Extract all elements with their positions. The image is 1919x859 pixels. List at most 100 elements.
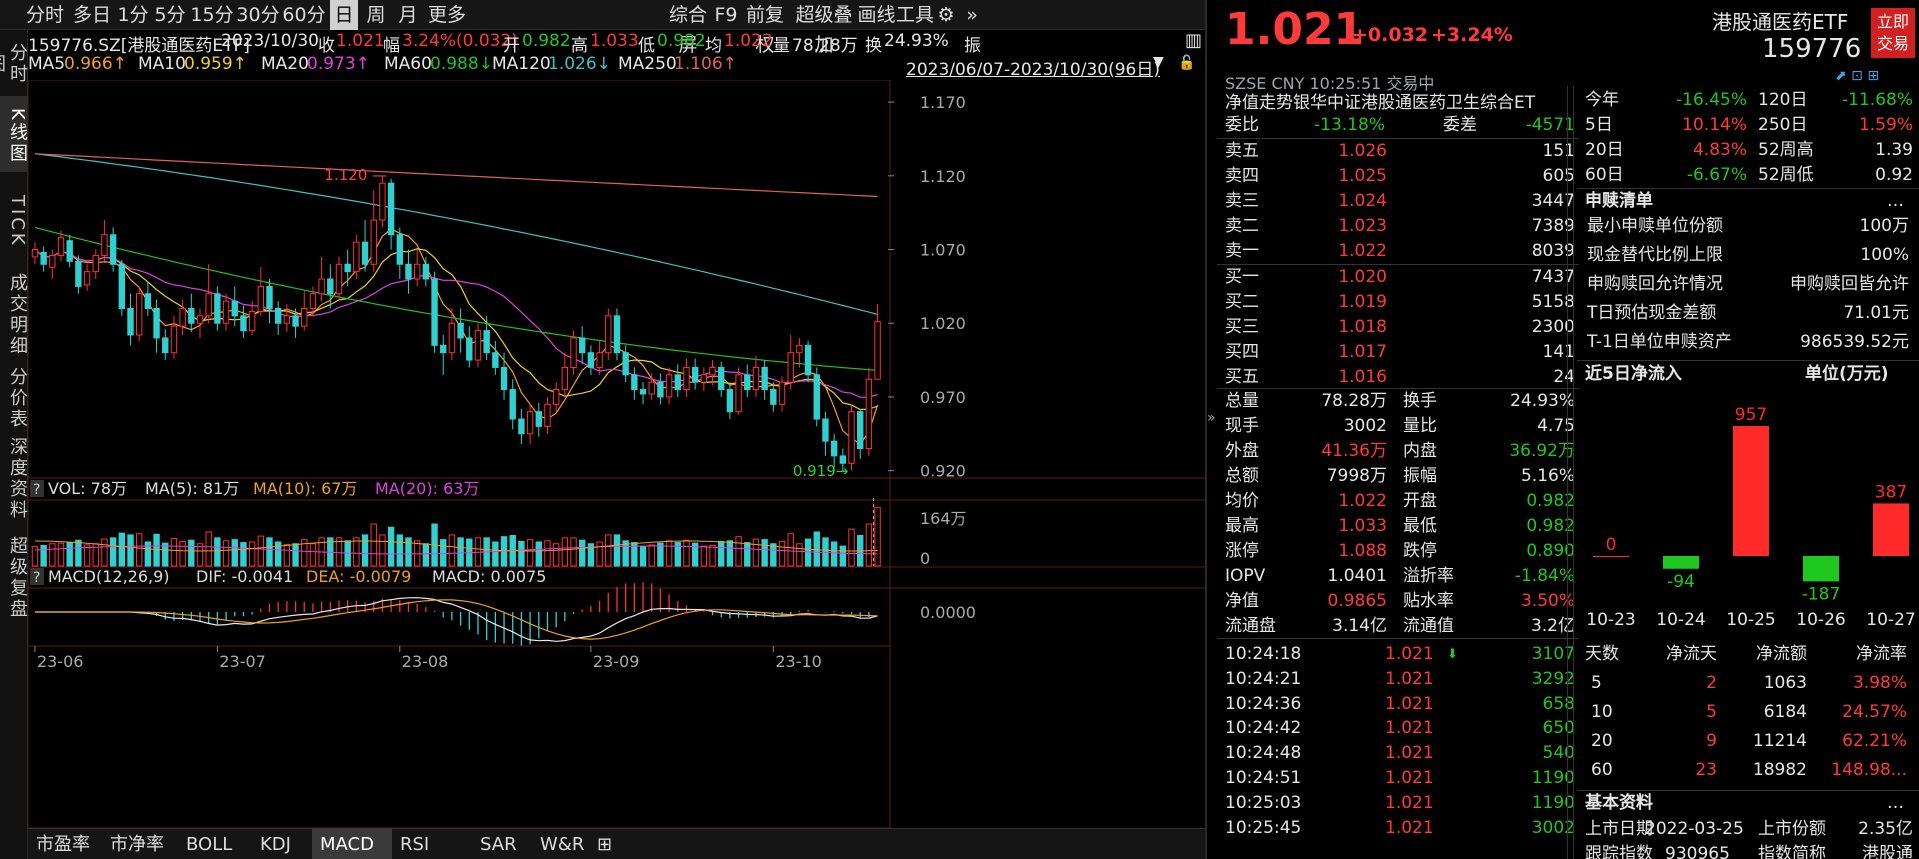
left-nav-item[interactable]: K线图 [0,96,28,172]
layout-icon[interactable]: ▥ [1185,30,1203,51]
stat-row: 外盘 41.36万 内盘 36.92万 [1225,441,1575,461]
indicator-tab[interactable]: SAR [480,834,517,855]
volume-bar [865,523,873,567]
candle-body [75,260,82,287]
toolbar-menu-item[interactable]: 综合屏 [668,4,707,56]
indicator-tab[interactable]: MACD [312,829,392,859]
flow-value-label: 387 [1875,482,1907,502]
period-tab[interactable]: 更多 [427,4,466,26]
vol-value: 78.28万 [792,36,858,56]
price-change: +0.032 [1352,24,1429,46]
trade-now-button[interactable]: 立即交易 [1871,8,1915,58]
candle-body [301,307,308,327]
volume-bar [283,543,291,567]
ask-level-row: 卖二 1.023 7389 [1225,216,1575,236]
svg-text:MA(20): 63万: MA(20): 63万 [375,479,479,498]
left-nav-item[interactable]: 超级复盘 [7,536,28,620]
candle-body [735,374,742,413]
help-icon[interactable] [30,480,44,497]
indicator-tab[interactable]: 市净率 [110,834,164,855]
candle-body [353,241,360,273]
lock-icon[interactable]: 🔓 [1178,55,1196,71]
volume-bar [248,541,256,567]
more-icon[interactable]: … [1887,793,1904,813]
volume-bar [457,537,464,567]
performance-row: 20日 4.83% 52周高 1.39 [1585,140,1913,160]
period-tab[interactable]: 多日 [72,4,111,26]
period-tab[interactable]: 60分 [282,4,326,26]
period-tab[interactable]: 15分 [190,4,234,26]
period-tab[interactable]: 月 [398,4,418,26]
more-icon[interactable]: … [1887,191,1904,211]
candle-body [474,330,482,361]
tick-row: 10:24:51 1.021 1190 [1225,768,1575,788]
dea-line [34,599,878,640]
candle-body [266,285,273,309]
candle-body [587,352,595,368]
volume-bar [492,541,499,567]
collapse-chevron-icon[interactable]: » [1207,410,1216,426]
candle-body [691,366,699,383]
bid-level-row: 买四 1.017 141 [1225,342,1575,362]
candle-body [240,315,247,332]
volume-bar [257,535,265,567]
volume-bar [135,533,143,567]
date-range-selector[interactable]: 2023/06/07-2023/10/30(96日) [906,60,1160,80]
flow-table-row: 5 2 1063 3.98% [1591,673,1907,693]
dropdown-caret-icon[interactable]: ▼ [1153,54,1164,70]
candle-body [118,263,126,309]
period-tab[interactable]: 5分 [154,4,186,26]
volume-bar [153,533,160,567]
left-nav-item[interactable]: TICK [7,194,28,248]
security-name: 港股通医药ETF [1712,10,1849,34]
candle-body [257,285,265,312]
ma-line [34,153,878,198]
volume-bar [231,539,238,567]
expand-chevron-icon[interactable]: » [966,4,978,26]
indicator-tab[interactable]: RSI [400,834,430,855]
candle-body [318,278,325,295]
candle-body [761,366,768,391]
panel-divider[interactable] [1205,0,1207,859]
left-nav-item[interactable]: 分价表 [7,366,28,430]
subscribe-row: T日预估现金差额 71.01元 [1587,303,1909,323]
indicator-tab[interactable]: BOLL [186,834,233,855]
candle-body [196,315,204,324]
period-tab[interactable]: 1分 [117,4,149,26]
candle-body [579,337,586,354]
x-tick-label: 23-09 [593,652,640,671]
settings-gear-icon[interactable]: ⚙ [937,4,955,26]
stat-row: 最高 1.033 最低 0.982 [1225,516,1575,536]
add-indicator-icon[interactable]: ⊞ [597,834,613,855]
flow-bar [1733,426,1769,556]
help-icon[interactable] [30,568,44,585]
left-nav-item[interactable]: 分时图 [0,43,28,85]
toolbar-menu-item[interactable]: 超级叠加 [795,4,853,56]
volume-bar [596,541,603,567]
market-status: SZSE CNY 10:25:51 交易中 [1225,74,1435,93]
tick-row: 10:24:18 1.021 ⬇ 3107 [1225,642,1575,667]
period-tab[interactable]: 分时 [25,4,64,26]
indicator-tab[interactable]: 市盈率 [36,834,90,855]
ma-line [34,248,878,411]
period-tab[interactable]: 日 [330,0,358,30]
period-tab[interactable]: 周 [366,4,386,26]
volume-bar [535,541,542,567]
kline-chart[interactable]: 1.170 1.120 1.070 1.020 0.970 0.920 23-06 23-07… [28,80,1205,828]
indicator-tab[interactable]: KDJ [260,834,291,855]
toolbar-menu-item[interactable]: F9 [714,4,738,26]
tick-row: 10:24:42 1.021 650 [1225,718,1575,739]
toolbar-menu-item[interactable]: 工具 [896,4,935,26]
candle-body [248,310,256,332]
volume-bar [874,506,881,567]
panel-icons[interactable]: ⬈ ⊡ ⊞ [1835,68,1880,84]
basic-info-row: 上市日期 2022-03-25 上市份额 2.35亿 [1585,819,1913,839]
ma-value: 1.106↑ [674,54,737,74]
candle-body [327,278,334,295]
toolbar-menu-item[interactable]: 前复权 [745,4,784,56]
indicator-tab[interactable]: W&R [540,834,585,855]
left-nav-item[interactable]: 成交明细 [7,273,28,357]
left-nav-item[interactable]: 深度资料 [7,437,28,521]
period-tab[interactable]: 30分 [236,4,280,26]
toolbar-menu-item[interactable]: 画线 [857,4,896,26]
